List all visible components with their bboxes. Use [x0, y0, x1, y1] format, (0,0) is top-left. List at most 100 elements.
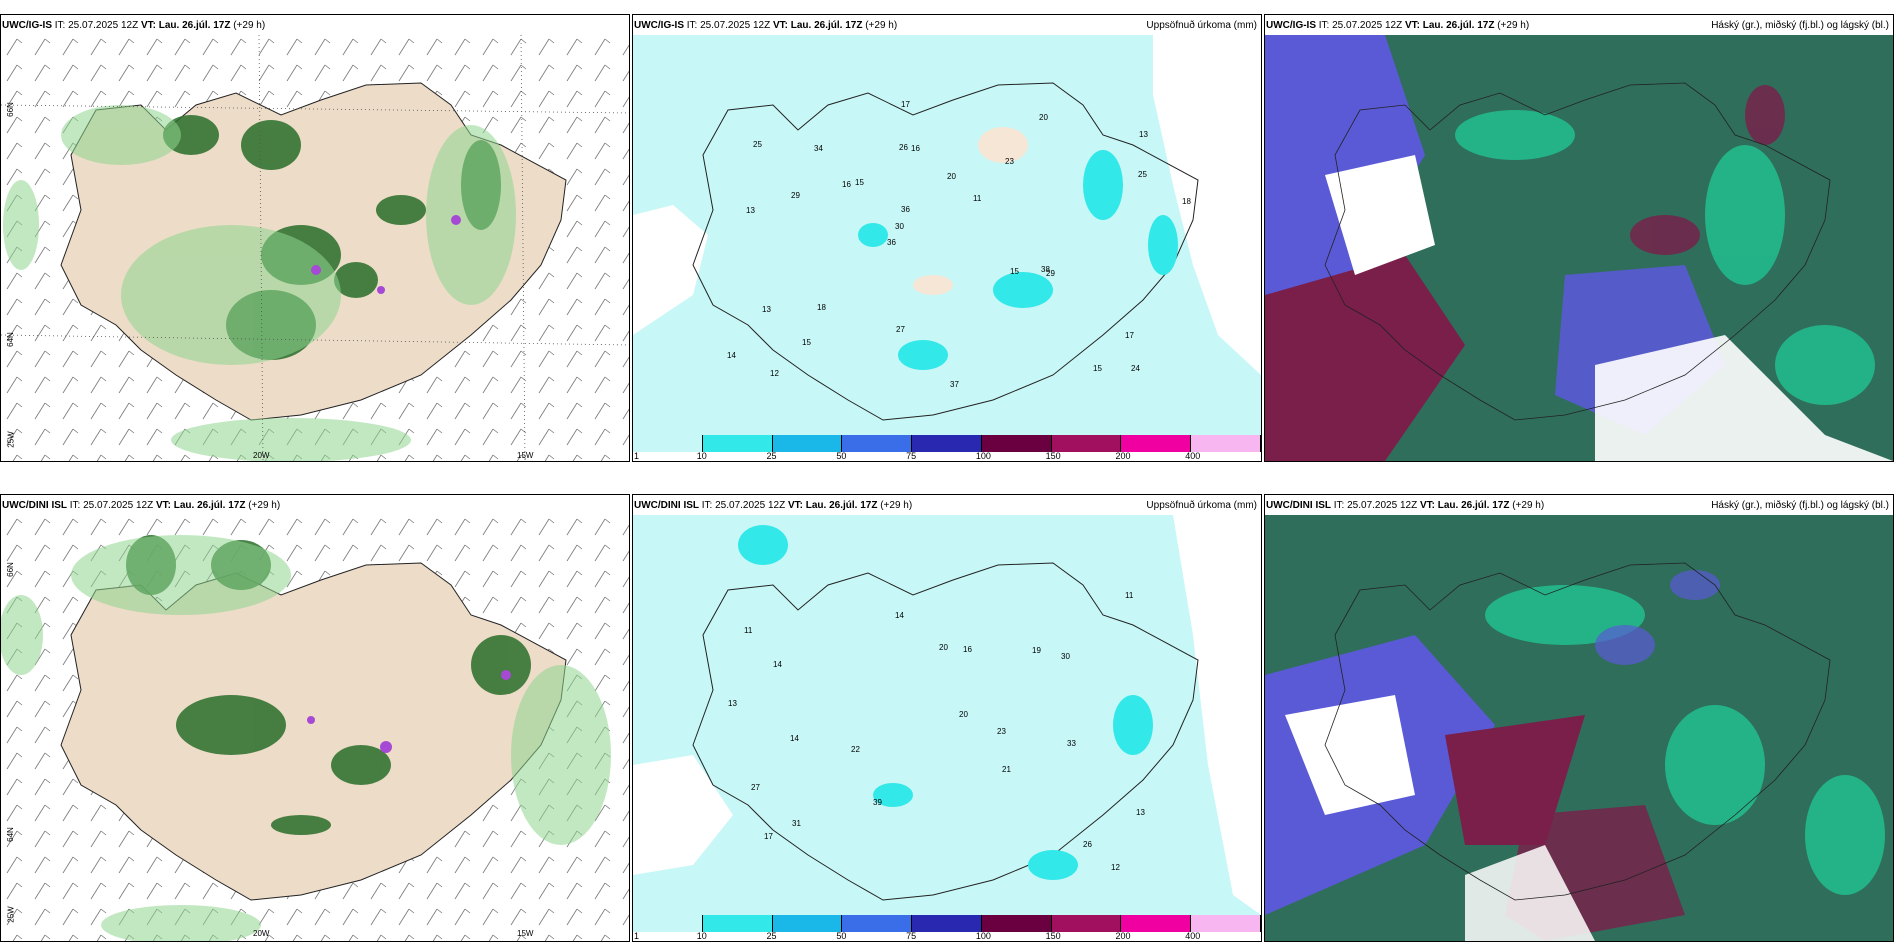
colorbar-label: 200: [1115, 931, 1131, 941]
precip-value: 20: [939, 643, 948, 652]
lon-label-25: 25W: [6, 431, 16, 448]
colorbar-label: 1: [634, 451, 640, 461]
precip-value: 14: [727, 351, 736, 360]
cloud-map: [1265, 35, 1893, 461]
init-time: IT: 25.07.2025 12Z: [701, 500, 786, 511]
field-title: Uppsöfnuð úrkoma (mm): [1146, 20, 1257, 31]
precip-value: 26: [899, 143, 908, 152]
colorbar-segment: [912, 915, 982, 932]
colorbar-label: 100: [975, 931, 991, 941]
precip-value: 21: [1002, 765, 1011, 774]
lon-label-20: 20W: [253, 929, 270, 938]
colorbar-label: 200: [1115, 451, 1131, 461]
precip-value: 15: [855, 178, 864, 187]
colorbar: 1 10 25 50 75 100 150 200 400: [633, 435, 1261, 461]
colorbar-label: 50: [836, 931, 847, 941]
lead-time: (+29 h): [248, 500, 281, 511]
precip-value: 36: [887, 238, 896, 247]
model-name: UWC/DINI ISL: [634, 500, 699, 511]
precip-value: 26: [1083, 840, 1092, 849]
init-time: IT: 25.07.2025 12Z: [54, 20, 139, 31]
panel-bottom-left: UWC/DINI ISL IT: 25.07.2025 12Z VT: Lau.…: [0, 494, 630, 942]
panel-header: UWC/DINI ISL IT: 25.07.2025 12Z VT: Lau.…: [633, 497, 1261, 515]
precip-value: 37: [950, 380, 959, 389]
lat-label-66: 66N: [5, 102, 15, 117]
lat-label-64: 64N: [5, 827, 15, 842]
precip-value: 16: [911, 144, 920, 153]
precip-value: 30: [1061, 652, 1070, 661]
panel-header: UWC/DINI ISL IT: 25.07.2025 12Z VT: Lau.…: [1, 497, 629, 515]
precip-value: 11: [973, 194, 982, 203]
colorbar-segment: [842, 435, 913, 452]
precip-value: 20: [1039, 113, 1048, 122]
colorbar-label: 75: [906, 451, 917, 461]
precip-value: 20: [947, 172, 956, 181]
colorbar: 1 10 25 50 75 100 150 200 400: [633, 915, 1261, 941]
model-name: UWC/DINI ISL: [2, 500, 67, 511]
colorbar-segment: [772, 435, 843, 452]
lon-label-25: 25W: [6, 906, 16, 923]
precip-value: 39: [873, 798, 882, 807]
precip-value: 13: [728, 699, 737, 708]
precip-map: 24 13 13 36 23 12 26 20 13 15 14 15 16 11 29 25 17 18 15 25…: [633, 35, 1261, 435]
precip-value: 22: [851, 745, 860, 754]
colorbar-segment: [633, 915, 703, 932]
colorbar-label: 10: [696, 931, 707, 941]
precip-value: 16: [963, 645, 972, 654]
precip-value: 13: [762, 305, 771, 314]
lon-label-15: 15W: [517, 929, 534, 938]
model-name: UWC/IG-IS: [634, 20, 684, 31]
model-name: UWC/IG-IS: [1266, 20, 1316, 31]
panel-header: UWC/IG-IS IT: 25.07.2025 12Z VT: Lau. 26…: [633, 17, 1261, 35]
colorbar-segment: [702, 435, 773, 452]
colorbar-label: 25: [766, 931, 777, 941]
colorbar-label: 400: [1185, 931, 1201, 941]
panel-top-right: UWC/IG-IS IT: 25.07.2025 12Z VT: Lau. 26…: [1264, 14, 1894, 462]
precip-value: 31: [792, 819, 801, 828]
wind-precip-map: [1, 35, 629, 461]
colorbar-segment: [981, 435, 1052, 452]
colorbar-segment: [981, 915, 1052, 932]
field-title: Uppsöfnuð úrkoma (mm): [1146, 500, 1257, 511]
precip-map: 12 14 21 11 13 14 31 22 30 20 19 26 39 14 23 27 33 20 13 17…: [633, 515, 1261, 915]
colorbar-label: 100: [975, 451, 991, 461]
cloud-map: [1265, 515, 1893, 941]
precip-value: 11: [1125, 591, 1134, 600]
precip-value: 23: [1005, 157, 1014, 166]
colorbar-segment: [772, 915, 843, 932]
precip-value: 14: [790, 734, 799, 743]
precip-value: 19: [1032, 646, 1041, 655]
precip-value: 13: [1139, 130, 1148, 139]
colorbar-label: 150: [1045, 451, 1061, 461]
precip-value: 15: [1093, 364, 1102, 373]
lat-label-64: 64N: [5, 332, 15, 347]
precip-value: 15: [802, 338, 811, 347]
init-time: IT: 25.07.2025 12Z: [1333, 500, 1418, 511]
colorbar-segment: [1121, 915, 1192, 932]
precip-value: 17: [901, 100, 910, 109]
lon-label-20: 20W: [253, 451, 270, 460]
colorbar-label: 25: [766, 451, 777, 461]
valid-time: VT: Lau. 26.júl. 17Z: [140, 20, 231, 31]
panel-header: UWC/IG-IS IT: 25.07.2025 12Z VT: Lau. 26…: [1265, 17, 1893, 35]
panel-bottom-right: UWC/DINI ISL IT: 25.07.2025 12Z VT: Lau.…: [1264, 494, 1894, 942]
valid-time: VT: Lau. 26.júl. 17Z: [787, 500, 878, 511]
lead-time: (+29 h): [233, 20, 266, 31]
init-time: IT: 25.07.2025 12Z: [69, 500, 154, 511]
precip-value: 13: [1136, 808, 1145, 817]
precip-value: 29: [791, 191, 800, 200]
valid-time: VT: Lau. 26.júl. 17Z: [155, 500, 246, 511]
lead-time: (+29 h): [1497, 20, 1530, 31]
lon-label-15: 15W: [517, 451, 534, 460]
panel-header: UWC/IG-IS IT: 25.07.2025 12Z VT: Lau. 26…: [1, 17, 629, 35]
precip-value: 12: [770, 369, 779, 378]
precip-value: 16: [842, 180, 851, 189]
lead-time: (+29 h): [1512, 500, 1545, 511]
colorbar-label: 400: [1185, 451, 1201, 461]
precip-value: 15: [1010, 267, 1019, 276]
precip-value: 25: [1138, 170, 1147, 179]
precip-value: 11: [744, 626, 753, 635]
precip-value: 17: [764, 832, 773, 841]
wind-precip-map: [1, 515, 629, 941]
valid-time: VT: Lau. 26.júl. 17Z: [772, 20, 863, 31]
